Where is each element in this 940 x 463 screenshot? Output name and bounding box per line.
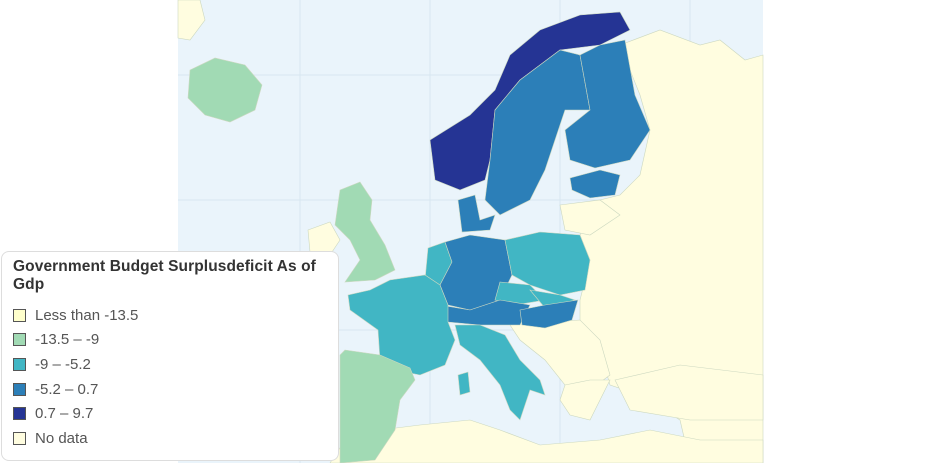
legend-item[interactable]: -13.5 – -9 (13, 328, 328, 353)
legend-swatch (13, 382, 26, 396)
region-hungary[interactable] (519, 299, 579, 329)
legend-label: 0.7 – 9.7 (35, 405, 94, 423)
region-turkey[interactable] (614, 364, 764, 421)
region-denmark[interactable] (457, 194, 496, 233)
legend: Government Budget Surplusdeficit As of G… (1, 251, 339, 461)
legend-label: -13.5 – -9 (35, 331, 100, 349)
region-france[interactable] (347, 274, 456, 376)
legend-label: -9 – -5.2 (35, 355, 91, 373)
region-finland[interactable] (564, 39, 651, 169)
region-poland[interactable] (504, 231, 591, 296)
legend-swatch (13, 333, 26, 347)
legend-swatch (13, 431, 26, 445)
legend-item[interactable]: -5.2 – 0.7 (13, 377, 328, 402)
region-greece[interactable] (559, 379, 611, 421)
legend-item[interactable]: -9 – -5.2 (13, 352, 328, 377)
legend-item[interactable]: No data (13, 426, 328, 451)
legend-title: Government Budget Surplusdeficit As of G… (13, 258, 316, 293)
region-slovakia[interactable] (529, 289, 577, 309)
legend-label: No data (35, 429, 88, 447)
region-ireland[interactable] (307, 221, 341, 256)
region-czechia[interactable] (494, 281, 546, 306)
legend-item[interactable]: 0.7 – 9.7 (13, 401, 328, 426)
region-italy[interactable] (454, 324, 546, 421)
legend-label: Less than -13.5 (35, 306, 139, 324)
legend-label: -5.2 – 0.7 (35, 380, 99, 398)
region-uk[interactable] (334, 181, 396, 283)
region-iceland[interactable] (187, 57, 263, 123)
region-portugal-west[interactable] (177, 0, 206, 41)
legend-swatch (13, 407, 26, 421)
region-sweden[interactable] (484, 49, 591, 216)
legend-item[interactable]: Less than -13.5 (13, 303, 328, 328)
legend-swatch (13, 308, 26, 322)
region-sardinia[interactable] (457, 371, 471, 396)
region-estonia[interactable] (569, 169, 621, 199)
legend-swatch (13, 357, 26, 371)
region-baltic-east[interactable] (559, 199, 621, 236)
region-spain[interactable] (339, 349, 416, 463)
